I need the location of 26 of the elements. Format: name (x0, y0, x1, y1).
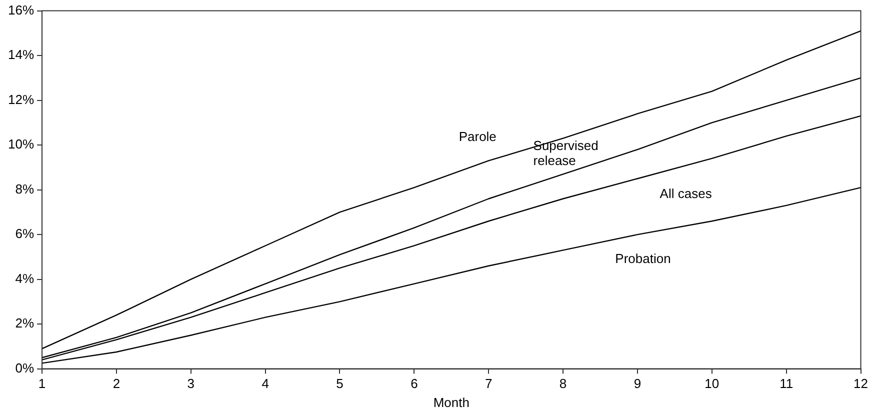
y-tick-label: 4% (15, 270, 34, 286)
series-label: Parole (458, 129, 496, 144)
x-axis-title: Month (433, 394, 470, 410)
x-tick-label: 3 (187, 376, 194, 392)
x-tick-label: 8 (559, 376, 567, 392)
series-label: Probation (615, 250, 671, 266)
y-tick-label: 12% (8, 92, 34, 107)
y-tick-label: 16% (8, 2, 34, 18)
series-label: All cases (660, 186, 712, 202)
x-tick-label: 4 (262, 376, 269, 392)
y-tick-label: 8% (15, 181, 34, 196)
y-tick-label: 6% (15, 226, 34, 242)
y-tick-label: 10% (8, 136, 34, 152)
x-tick-label: 1 (38, 376, 46, 392)
x-tick-label: 9 (634, 376, 642, 392)
x-tick-label: 6 (410, 376, 418, 392)
series-label: Supervised release (533, 138, 598, 168)
x-tick-label: 12 (854, 376, 868, 392)
x-tick-label: 10 (704, 376, 720, 392)
x-tick-label: 11 (780, 376, 794, 392)
y-tick-label: 14% (8, 47, 34, 62)
x-tick-label: 2 (112, 376, 120, 392)
x-tick-label: 7 (484, 376, 492, 392)
x-tick-label: 5 (336, 376, 344, 392)
y-tick-label: 0% (15, 360, 34, 376)
y-tick-label: 2% (15, 316, 34, 331)
